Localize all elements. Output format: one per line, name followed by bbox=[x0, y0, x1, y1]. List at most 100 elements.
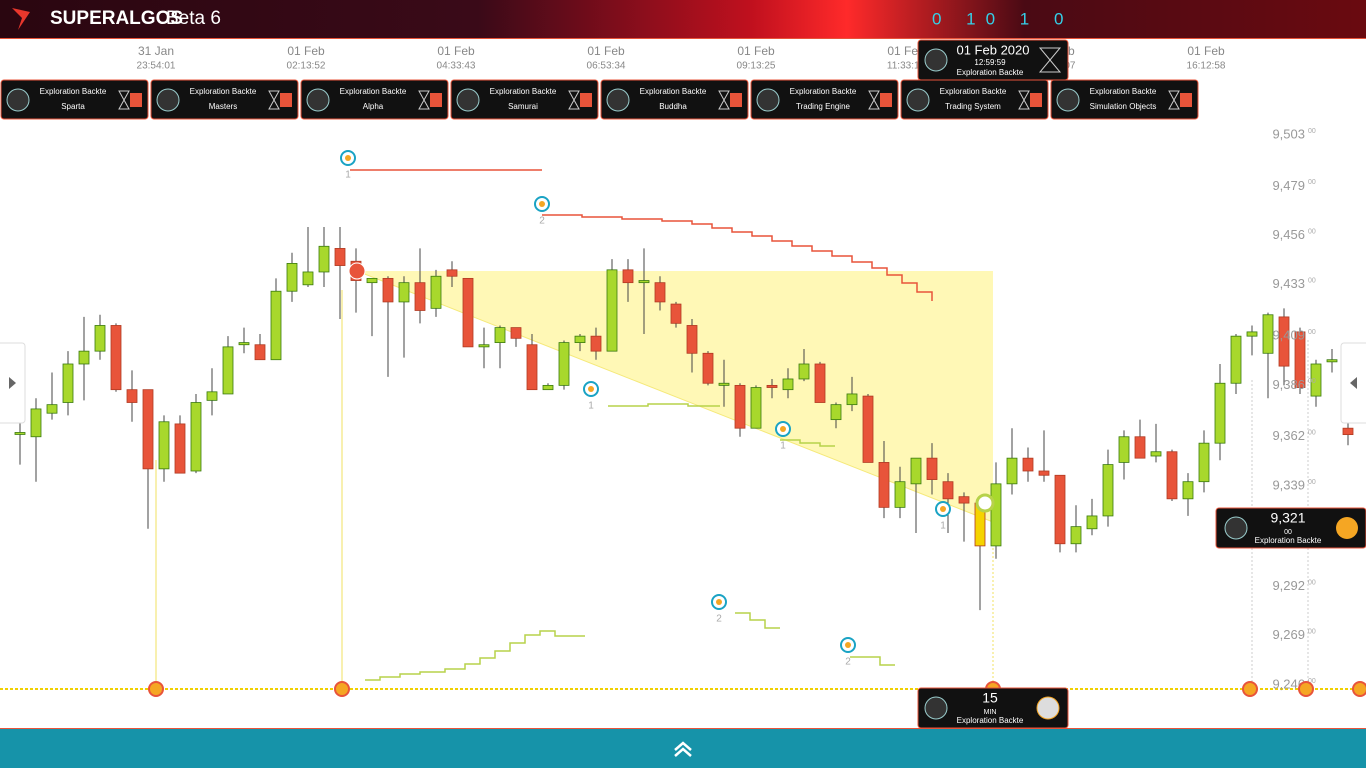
marker-label: 2 bbox=[845, 657, 851, 668]
status-icon bbox=[580, 93, 592, 107]
layer-panel[interactable] bbox=[450, 79, 599, 120]
price-label: 9,386 bbox=[1272, 377, 1305, 392]
candle-body bbox=[158, 421, 170, 470]
time-date: 01 Feb bbox=[587, 44, 625, 58]
event-icon bbox=[148, 681, 164, 697]
candle-body bbox=[1230, 335, 1242, 384]
gear-icon bbox=[6, 88, 30, 112]
marker-label: 1 bbox=[940, 521, 946, 532]
layer-panel[interactable] bbox=[150, 79, 299, 120]
panel-name: Samurai bbox=[508, 102, 538, 111]
candle-body bbox=[542, 384, 554, 391]
candle-body bbox=[1310, 363, 1322, 397]
candle-body bbox=[30, 408, 42, 438]
marker-label: 1 bbox=[780, 441, 786, 452]
panel-name: Sparta bbox=[61, 102, 85, 111]
marker-label: 2 bbox=[716, 614, 722, 625]
gear-icon bbox=[306, 88, 330, 112]
price-label: 9,246 bbox=[1272, 676, 1305, 691]
hourglass-icon bbox=[418, 90, 430, 110]
right-tab-arrow bbox=[1350, 377, 1357, 389]
candle-body bbox=[622, 269, 634, 284]
timeframe: 15 MIN Exploration Backte bbox=[917, 687, 1069, 729]
price-label: 9,339 bbox=[1272, 477, 1305, 492]
status-icon bbox=[130, 93, 142, 107]
candle-body bbox=[62, 363, 74, 403]
cursor-price: 9,321 bbox=[1270, 510, 1305, 526]
time-date: 01 Feb bbox=[287, 44, 325, 58]
price-decimals: 00 bbox=[1308, 179, 1316, 186]
candle-body bbox=[1102, 464, 1114, 517]
layer-panel[interactable] bbox=[0, 79, 149, 120]
status-icon bbox=[1180, 93, 1192, 107]
hourglass-icon bbox=[1018, 90, 1030, 110]
candle-body bbox=[398, 282, 410, 303]
gear-icon bbox=[906, 88, 930, 112]
hourglass-icon bbox=[568, 90, 580, 110]
version: Beta 6 bbox=[166, 8, 221, 29]
candle-body bbox=[238, 342, 250, 346]
price-label: 9,433 bbox=[1272, 276, 1305, 291]
green-stairs bbox=[365, 630, 585, 681]
candle-body bbox=[926, 457, 938, 480]
layer-panel[interactable] bbox=[1050, 79, 1199, 120]
candle-body bbox=[494, 327, 506, 343]
layer-panel[interactable] bbox=[750, 79, 899, 120]
gear-icon bbox=[924, 696, 948, 720]
expand-icon[interactable] bbox=[674, 741, 692, 757]
panel-title: Exploration Backte bbox=[340, 87, 407, 96]
time-date: 01 Feb bbox=[887, 44, 925, 58]
layer-panel[interactable] bbox=[600, 79, 749, 120]
candle-body bbox=[110, 325, 122, 391]
price-decimals: 00 bbox=[1308, 629, 1316, 636]
candle-body bbox=[174, 423, 186, 474]
candle-body bbox=[206, 391, 218, 401]
candle-body bbox=[190, 402, 202, 472]
gear-icon bbox=[606, 88, 630, 112]
time-date: 01 Feb bbox=[437, 44, 475, 58]
price-decimals: 00 bbox=[1308, 430, 1316, 437]
price-label: 9,292 bbox=[1272, 578, 1305, 593]
marker-label: 1 bbox=[588, 401, 594, 412]
event-icon bbox=[1352, 681, 1366, 697]
status-icon bbox=[1030, 93, 1042, 107]
cursor-date: 01 Feb 2020 bbox=[956, 42, 1029, 57]
candle-body bbox=[478, 344, 490, 348]
time-time: 02:13:52 bbox=[287, 61, 326, 72]
status-icon bbox=[280, 93, 292, 107]
price-decimals: 00 bbox=[1308, 128, 1316, 135]
candle-body bbox=[1246, 331, 1258, 337]
markers: 1 2 1 1 1 2 2 bbox=[148, 150, 1366, 697]
candle-body bbox=[1022, 457, 1034, 472]
gear-icon bbox=[756, 88, 780, 112]
cursor-label: Exploration Backte bbox=[1255, 536, 1322, 545]
candle-body bbox=[894, 481, 906, 508]
panel-name: Trading Engine bbox=[796, 102, 851, 111]
price-decimals: 00 bbox=[1308, 278, 1316, 285]
candle-body bbox=[526, 344, 538, 391]
logo-text: SUPERALGOS bbox=[50, 8, 183, 29]
candle-body bbox=[878, 462, 890, 508]
clock-icon bbox=[1036, 696, 1060, 720]
panel-title: Exploration Backte bbox=[490, 87, 557, 96]
candle-body bbox=[830, 404, 842, 421]
candle-body bbox=[46, 404, 58, 414]
price-decimals: 00 bbox=[1308, 228, 1316, 235]
panel-name: Simulation Objects bbox=[1090, 102, 1157, 111]
candle-body bbox=[1086, 515, 1098, 530]
time-cursor: 01 Feb 2020 12:59:59 Exploration Backte bbox=[917, 39, 1069, 81]
candle-body bbox=[766, 384, 778, 388]
candle-body bbox=[958, 496, 970, 504]
candle-body bbox=[1006, 457, 1018, 485]
candle-body bbox=[1150, 451, 1162, 457]
marker-dot bbox=[588, 386, 594, 392]
candle-body bbox=[1342, 427, 1354, 436]
candle-body bbox=[846, 393, 858, 406]
time-time: 11:33:16 bbox=[887, 61, 926, 72]
time-time: 16:12:58 bbox=[1187, 61, 1226, 72]
indicator-overlays bbox=[0, 169, 1366, 690]
marker-label: 2 bbox=[539, 216, 545, 227]
gear-icon bbox=[924, 48, 948, 72]
candle-body bbox=[1198, 442, 1210, 483]
layer-panel[interactable] bbox=[300, 79, 449, 120]
